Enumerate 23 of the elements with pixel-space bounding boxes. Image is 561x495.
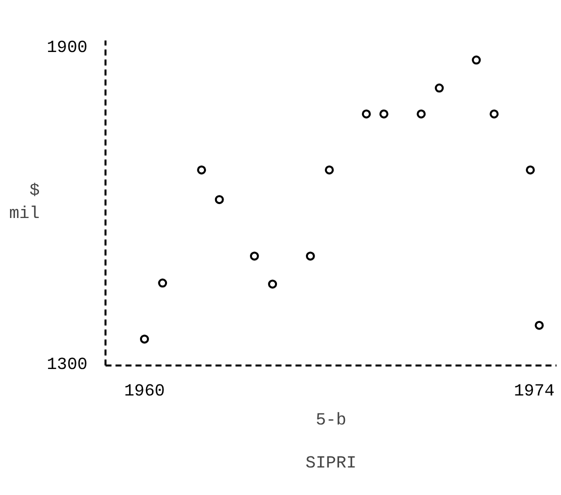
point xyxy=(197,165,206,174)
point xyxy=(534,320,544,330)
point xyxy=(140,334,149,344)
point xyxy=(214,195,224,204)
y-tick-label: 1300 xyxy=(46,356,88,375)
point xyxy=(490,109,499,118)
x-tick-label: 1974 xyxy=(514,382,555,402)
y-tick-label: 1900 xyxy=(46,38,88,58)
x-tick-label: 1960 xyxy=(124,382,165,402)
point xyxy=(416,109,426,118)
point xyxy=(306,252,315,261)
point xyxy=(324,165,334,174)
text: 5-b xyxy=(316,412,346,430)
y-axis-title: $ mil xyxy=(9,182,40,224)
point xyxy=(362,109,371,118)
point xyxy=(526,165,535,174)
point xyxy=(472,56,481,65)
point xyxy=(158,278,168,288)
point xyxy=(268,280,278,289)
text: SIPRI xyxy=(305,454,357,474)
point xyxy=(379,109,388,118)
point xyxy=(250,252,259,261)
point xyxy=(434,84,444,93)
